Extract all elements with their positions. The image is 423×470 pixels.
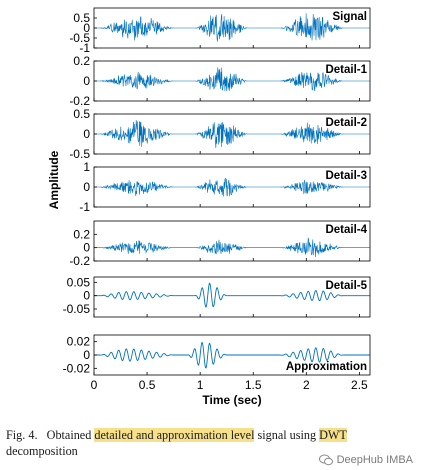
panel-1-series-line bbox=[94, 13, 370, 42]
panel-1-label: Signal bbox=[332, 11, 367, 23]
watermark-text: DeepHub IMBA bbox=[336, 454, 413, 466]
panel-2-ytick-label: 0.2 bbox=[73, 54, 90, 68]
caption-text-1: Obtained bbox=[46, 428, 92, 442]
panel-7-label: Approximation bbox=[286, 361, 367, 373]
panel-2-label: Detail-1 bbox=[325, 64, 367, 76]
panel-5-series-line bbox=[94, 237, 370, 258]
chat-bubble-icon bbox=[318, 454, 333, 466]
panel-3-ytick-label: -0.5 bbox=[69, 147, 90, 161]
panel-3-label: Detail-2 bbox=[325, 117, 367, 129]
panel-4-series-line bbox=[94, 177, 370, 197]
panel-5-label: Detail-4 bbox=[325, 224, 367, 236]
panel-4-ytick-label: 0 bbox=[83, 180, 90, 194]
panel-7-ytick-label: -0.02 bbox=[63, 361, 91, 375]
panel-6-label: Detail-5 bbox=[325, 280, 367, 292]
panel-6-series-line bbox=[94, 282, 370, 308]
panel-1-ytick-label: -1 bbox=[79, 41, 90, 55]
panel-4-label: Detail-3 bbox=[325, 170, 367, 182]
panel-1-ytick-label: 0.5 bbox=[73, 11, 90, 25]
x-tick-label: 1 bbox=[197, 378, 204, 392]
panel-4-ytick-label: 1 bbox=[83, 160, 90, 174]
caption-text-3: decomposition bbox=[6, 444, 78, 458]
panel-7-ytick-label: 0 bbox=[83, 348, 90, 362]
panel-2-ytick-label: -0.2 bbox=[69, 94, 90, 108]
caption-fig-label: Fig. 4. bbox=[6, 428, 38, 442]
x-tick-label: 1.5 bbox=[245, 378, 262, 392]
panel-7-ytick-label: 0.02 bbox=[67, 335, 91, 349]
panel-3-ytick-label: 0.5 bbox=[73, 107, 90, 121]
panel-7-series-line bbox=[94, 341, 370, 369]
panel-1-ytick-label: -0.5 bbox=[69, 31, 90, 45]
panel-4-ytick-label: -1 bbox=[79, 200, 90, 214]
panel-3-series-line bbox=[94, 120, 370, 148]
panel-6-axes-frame bbox=[93, 276, 371, 318]
figure-caption: Fig. 4. Obtained detailed and approximat… bbox=[6, 427, 418, 459]
caption-highlight-1: detailed and approximation level bbox=[94, 428, 255, 442]
x-tick-label: 0 bbox=[91, 378, 98, 392]
x-tick-label: 2.5 bbox=[351, 378, 368, 392]
panel-2-ytick-label: 0 bbox=[83, 74, 90, 88]
caption-highlight-2: DWT bbox=[319, 428, 347, 442]
caption-text-2: signal using bbox=[257, 428, 317, 442]
panel-6-ytick-label: 0.05 bbox=[67, 275, 91, 289]
panel-1-ytick-label: 0 bbox=[83, 21, 90, 35]
panel-3-ytick-label: 0 bbox=[83, 127, 90, 141]
watermark: DeepHub IMBA bbox=[318, 454, 413, 466]
panel-6-ytick-label: 0 bbox=[83, 289, 90, 303]
x-tick-label: 0.5 bbox=[139, 378, 156, 392]
dwt-figure: 0.50-0.5-1Signal0.20-0.2Detail-10.50-0.5… bbox=[47, 7, 371, 407]
panel-6-ytick-label: -0.05 bbox=[63, 302, 91, 316]
x-tick-label: 2 bbox=[303, 378, 310, 392]
y-axis-label: Amplitude bbox=[47, 150, 61, 209]
x-axis-label: Time (sec) bbox=[202, 393, 261, 407]
panel-5-axes-frame bbox=[93, 220, 371, 262]
panel-5-ytick-label: 0.2 bbox=[73, 227, 90, 241]
panel-5-ytick-label: -0.2 bbox=[69, 254, 90, 268]
panel-5-ytick-label: 0 bbox=[83, 241, 90, 255]
panel-2-series-line bbox=[94, 67, 370, 92]
